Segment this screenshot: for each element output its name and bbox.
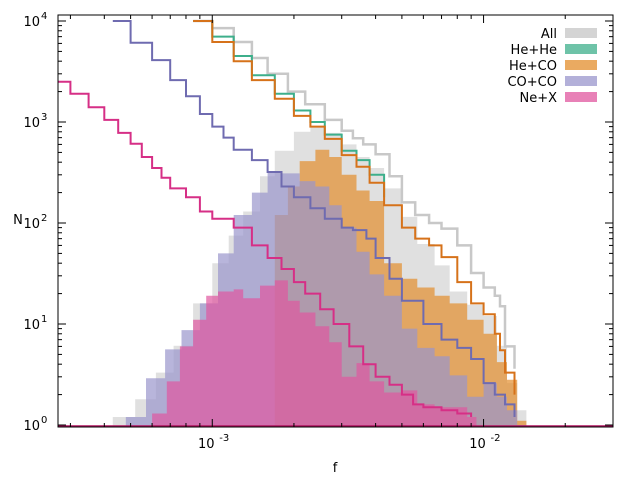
curve-ne-x [58,80,473,417]
legend-label: All [541,27,557,42]
x-tick-label: 10 [469,437,486,452]
curve-he-co [193,20,516,395]
y-tick-label: 10 [23,116,40,131]
y-tick-exponent: 1 [41,314,47,325]
legend-swatch [565,28,597,38]
axis-ticks: 10 -3 10 -210 010 110 210 310 4 [23,11,614,452]
curve-co-co [112,20,516,417]
y-tick-label: 10 [23,217,40,232]
y-tick-label: 10 [23,419,40,434]
x-tick-label: 10 [198,437,215,452]
y-tick-exponent: 0 [41,415,47,426]
y-tick-label: 10 [23,15,40,30]
y-tick-exponent: 3 [41,112,47,123]
curve-all [193,19,516,369]
legend-swatch [565,44,597,54]
x-tick-exponent: -2 [491,433,501,444]
legend-label: Ne+X [519,91,557,106]
legend-swatch [565,92,597,102]
y-axis-label: N [13,213,23,228]
legend-swatch [565,76,597,86]
legend-label: CO+CO [507,75,557,90]
fill-ne-x [152,280,477,427]
histogram-fills [112,126,527,428]
y-tick-exponent: 4 [41,11,47,22]
plot-frame [57,14,614,428]
legend-swatch [565,60,597,70]
y-tick-label: 10 [23,318,40,333]
x-tick-exponent: -3 [219,433,229,444]
legend-label: He+He [511,43,557,58]
x-axis-label: f [333,461,338,476]
legend-label: He+CO [509,59,557,74]
y-tick-exponent: 2 [41,213,47,224]
cumulative-curves [58,19,613,427]
